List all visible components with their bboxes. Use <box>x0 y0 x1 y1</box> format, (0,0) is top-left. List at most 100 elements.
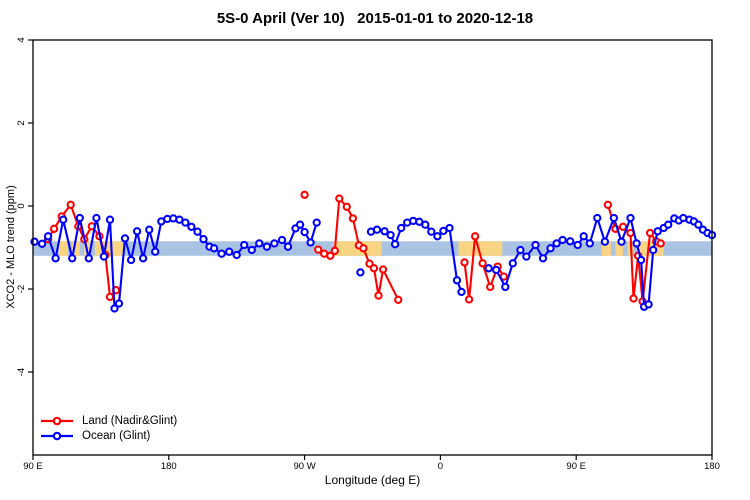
ocean-data-point <box>300 227 309 237</box>
ocean-data-point <box>84 254 93 263</box>
ocean-data-point <box>538 254 548 263</box>
x-axis-tick-label: 0 <box>438 461 443 472</box>
ocean-data-point <box>92 213 101 223</box>
ocean-data-point <box>270 239 279 248</box>
ocean-data-point <box>427 227 436 236</box>
land-data-point <box>486 282 495 292</box>
ocean-data-point <box>209 244 219 253</box>
ocean-data-point <box>114 299 124 308</box>
ocean-data-point <box>356 268 365 277</box>
legend-item-ocean: Ocean (Glint) <box>40 428 177 443</box>
y-axis-tick-label: -2 <box>16 285 27 293</box>
y-axis-tick-label: 0 <box>16 203 27 208</box>
ocean-data-point <box>193 227 202 236</box>
ocean-data-point <box>632 239 641 248</box>
ocean-data-point <box>644 300 653 309</box>
ocean-data-point <box>664 220 673 229</box>
ocean-data-point <box>439 226 448 236</box>
ocean-data-point <box>68 254 77 263</box>
land-longitude-band-segment <box>72 241 80 256</box>
land-data-point <box>49 224 59 233</box>
ocean-data-point <box>312 218 321 227</box>
ocean-data-point <box>37 239 47 248</box>
ocean-series-line <box>34 216 318 310</box>
ocean-legend-marker <box>41 431 73 440</box>
ocean-data-point <box>508 259 517 268</box>
ocean-data-point <box>501 282 510 292</box>
ocean-legend-circle-icon <box>52 431 62 440</box>
ocean-data-point <box>255 239 264 248</box>
land-data-point <box>105 292 115 302</box>
ocean-data-point <box>217 249 226 258</box>
x-axis-tick-label: 180 <box>161 461 177 472</box>
land-legend-marker <box>41 416 73 425</box>
x-axis-label: Longitude (deg E) <box>324 473 421 487</box>
ocean-data-point <box>484 264 493 273</box>
ocean-data-point <box>181 218 190 227</box>
land-longitude-band-segment <box>58 241 68 256</box>
ocean-data-point <box>649 245 658 255</box>
plot-border <box>32 39 713 456</box>
land-data-point <box>359 244 368 253</box>
land-data-point <box>374 291 383 300</box>
y-axis-tick-label: -4 <box>16 368 27 376</box>
x-axis-tick-label: 90 E <box>566 461 586 472</box>
ocean-data-point <box>694 220 703 229</box>
ocean-data-point <box>51 254 60 263</box>
ocean-data-point <box>600 237 610 246</box>
ocean-data-point <box>187 222 196 231</box>
ocean-data-point <box>43 232 53 241</box>
land-data-point <box>326 251 335 260</box>
x-axis-tick-label: 90 W <box>294 461 316 472</box>
ocean-data-point <box>59 215 68 224</box>
ocean-data-point <box>457 287 466 297</box>
ocean-data-point <box>609 213 619 223</box>
land-data-point <box>330 246 339 255</box>
chart-title: 5S-0 April (Ver 10) 2015-01-01 to 2020-1… <box>216 10 534 27</box>
ocean-data-point <box>585 239 594 248</box>
ocean-data-point <box>386 230 395 240</box>
ocean-data-point <box>552 239 561 248</box>
ocean-data-point <box>151 247 160 256</box>
land-longitude-band-segment <box>615 241 623 256</box>
land-longitude-band-segment <box>458 241 503 256</box>
land-data-point <box>66 200 75 209</box>
land-legend-circle-icon <box>52 416 62 425</box>
y-axis-label: XCO2 - MLO trend (ppm) <box>5 185 17 309</box>
ocean-data-point <box>397 223 406 233</box>
ocean-data-point <box>636 255 646 265</box>
ocean-data-point <box>225 247 234 256</box>
ocean-data-point <box>120 234 130 243</box>
y-axis-tick-label: 2 <box>16 120 27 125</box>
ocean-data-point <box>126 255 136 265</box>
ocean-data-point <box>573 240 582 250</box>
ocean-data-point <box>110 304 119 313</box>
land-data-point <box>394 295 403 304</box>
ocean-data-point <box>433 232 442 241</box>
ocean-data-point <box>306 238 315 247</box>
ocean-data-point <box>566 237 575 246</box>
land-data-point <box>378 265 388 274</box>
ocean-data-point <box>277 235 287 245</box>
ocean-data-point <box>421 220 430 229</box>
ocean-data-point <box>452 276 462 285</box>
ocean-data-point <box>232 250 241 260</box>
ocean-data-point <box>492 265 501 275</box>
ocean-data-point <box>626 213 635 223</box>
ocean-data-point <box>30 237 39 246</box>
land-data-point <box>629 294 638 303</box>
ocean-data-point <box>558 235 567 245</box>
land-data-point <box>342 202 351 211</box>
ocean-data-point <box>579 232 588 241</box>
land-data-point <box>460 258 469 267</box>
ocean-data-point <box>522 252 531 261</box>
ocean-data-point <box>617 237 626 246</box>
land-data-point <box>300 190 309 199</box>
ocean-data-point <box>138 254 148 263</box>
x-axis-tick-label: 180 <box>704 461 720 472</box>
ocean-data-point <box>546 244 555 253</box>
land-longitude-band-segment <box>601 241 611 256</box>
y-axis-tick-label: 4 <box>16 37 27 42</box>
